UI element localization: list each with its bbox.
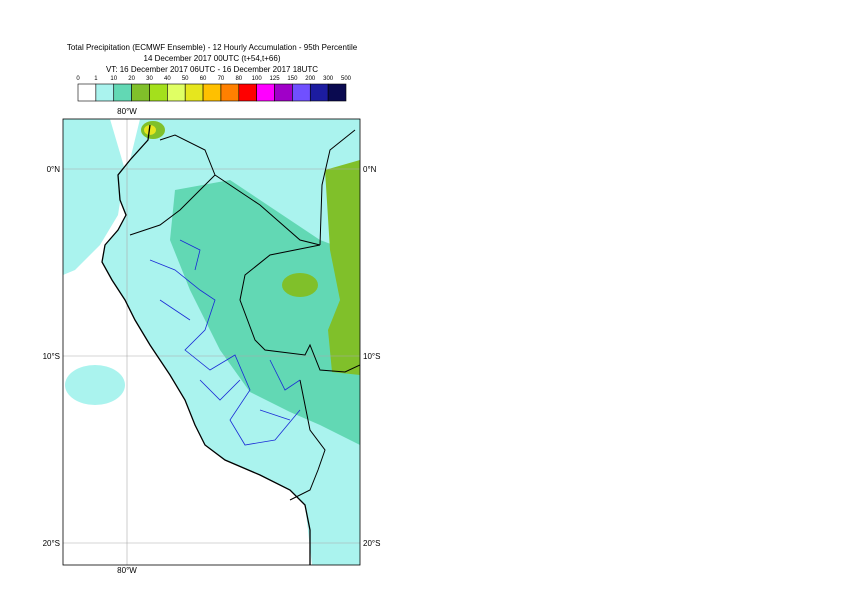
run-time: 14 December 2017 00UTC (t+54,t+66) — [144, 54, 281, 63]
lat-label: 20°S — [43, 539, 60, 548]
colorbar-box — [274, 83, 293, 102]
colorbar-box — [292, 83, 311, 102]
colorbar-label: 10 — [110, 76, 117, 82]
colorbar-label: 80 — [235, 76, 242, 82]
title: Total Precipitation (ECMWF Ensemble) - 1… — [67, 43, 358, 52]
colorbar-box — [149, 83, 168, 102]
map: 80°W 80°W 0°N 0°N 10°S 10°S 20°S 20°S — [43, 107, 381, 575]
colorbar-box — [113, 83, 132, 102]
colorbar-box — [184, 83, 204, 102]
lat-label: 0°N — [363, 165, 377, 174]
country-border — [129, 129, 360, 501]
colorbar-box — [95, 83, 115, 102]
colorbar-label: 150 — [287, 76, 298, 82]
region-border — [149, 239, 301, 446]
very-heavy-precip — [144, 125, 156, 135]
lon-label: 80°W — [117, 107, 137, 116]
colorbar-label: 50 — [182, 76, 189, 82]
heavy-precip — [325, 160, 360, 375]
map-frame — [62, 118, 361, 566]
coastline — [101, 124, 311, 565]
ocean-precip — [63, 119, 125, 275]
valid-time: VT: 16 December 2017 06UTC - 16 December… — [106, 65, 318, 74]
colorbar-box — [131, 83, 150, 102]
colorbar-label: 40 — [164, 76, 171, 82]
colorbar-box — [327, 83, 347, 102]
colorbar-label: 300 — [323, 76, 334, 82]
colorbar-label: 100 — [252, 76, 263, 82]
colorbar-label: 500 — [341, 76, 352, 82]
colorbar-box — [309, 83, 329, 102]
lat-label: 20°S — [363, 539, 380, 548]
heavy-precip — [282, 273, 318, 297]
ocean-precip — [65, 365, 125, 405]
colorbar-label: 70 — [218, 76, 225, 82]
colorbar-box — [167, 83, 186, 102]
lat-label: 0°N — [47, 165, 61, 174]
colorbar-label: 1 — [94, 76, 98, 82]
lat-label: 10°S — [363, 352, 380, 361]
colorbar-box — [77, 83, 97, 102]
lat-label: 10°S — [43, 352, 60, 361]
colorbar-box — [220, 83, 240, 102]
colorbar-label: 60 — [200, 76, 207, 82]
colorbar-label: 30 — [146, 76, 153, 82]
colorbar-box — [202, 83, 222, 102]
colorbar-label: 0 — [76, 76, 80, 82]
colorbar-label: 200 — [305, 76, 316, 82]
colorbar-label: 20 — [128, 76, 135, 82]
colorbar-label: 125 — [270, 76, 281, 82]
colorbar: 0 1 10 20 30 40 50 60 70 80 100 125 150 200 300 500 — [76, 76, 352, 102]
colorbar-box — [238, 83, 257, 102]
colorbar-box — [256, 83, 275, 102]
lon-label: 80°W — [117, 566, 137, 575]
